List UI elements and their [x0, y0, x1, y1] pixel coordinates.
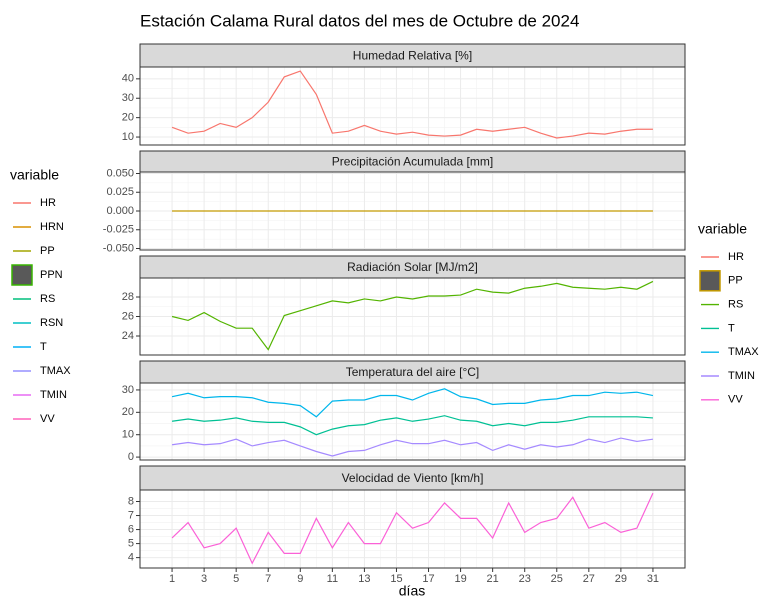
panel-border	[139, 171, 686, 251]
facet-strip	[139, 465, 686, 491]
y-tick-label: 40	[122, 73, 134, 85]
y-tick-label: 6	[128, 523, 134, 535]
y-tick-label: 30	[122, 384, 134, 396]
y-tick-label: 0.050	[106, 167, 134, 179]
y-tick-label: 7	[128, 509, 134, 521]
series-line	[171, 388, 654, 418]
y-tick-label: 0	[128, 451, 134, 463]
legend-label: RS	[40, 293, 55, 305]
series-line	[171, 437, 654, 457]
series-line	[171, 415, 653, 436]
facet-title: Precipitación Acumulada [mm]	[332, 155, 493, 169]
x-tick-label: 25	[551, 573, 563, 585]
x-tick-label: 11	[327, 573, 338, 585]
legend-label: TMIN	[40, 389, 67, 401]
y-tick-label: 26	[122, 310, 134, 322]
legend-label: PPN	[40, 269, 63, 281]
y-tick-label: 30	[122, 92, 134, 104]
legend-label: PP	[728, 275, 743, 287]
y-tick-label: 10	[122, 429, 134, 441]
panel-border	[139, 382, 686, 461]
y-tick-label: 4	[128, 552, 134, 564]
series-line	[171, 70, 653, 139]
y-tick-label: 20	[122, 112, 134, 124]
legend-label: VV	[40, 413, 55, 425]
legend-label: PP	[40, 245, 55, 257]
chart-title: Estación Calama Rural datos del mes de O…	[140, 11, 579, 30]
x-tick-label: 13	[358, 573, 370, 585]
x-tick-label: 23	[519, 573, 531, 585]
legend-label: TMAX	[40, 365, 71, 377]
x-tick-label: 1	[169, 573, 175, 585]
panel-border	[139, 489, 686, 569]
y-tick-label: -0.025	[103, 224, 134, 236]
x-tick-label: 17	[422, 573, 434, 585]
legend-label: HR	[728, 251, 744, 263]
legend-key	[699, 270, 721, 292]
legend-key	[11, 264, 33, 286]
legend-label: TMIN	[728, 370, 755, 382]
legend-label: HR	[40, 197, 56, 209]
legend-label: HRN	[40, 221, 64, 233]
facet-title: Humedad Relativa [%]	[353, 49, 472, 63]
panel-border	[139, 66, 686, 146]
x-tick-label: 5	[233, 573, 239, 585]
legend-label: RS	[728, 299, 743, 311]
x-tick-label: 19	[454, 573, 466, 585]
y-tick-label: 5	[128, 537, 134, 549]
facet-title: Radiación Solar [MJ/m2]	[347, 260, 478, 274]
x-tick-label: 9	[297, 573, 303, 585]
x-tick-label: 7	[265, 573, 271, 585]
y-tick-label: 0.000	[106, 205, 134, 217]
panel-border	[139, 277, 686, 356]
series-line	[171, 280, 654, 351]
legend-label: T	[40, 341, 47, 353]
y-tick-label: -0.050	[103, 242, 134, 254]
y-tick-label: 8	[128, 495, 134, 507]
y-tick-label: 24	[122, 330, 134, 342]
y-tick-label: 10	[122, 131, 134, 143]
x-tick-label: 27	[583, 573, 595, 585]
x-tick-label: 21	[487, 573, 499, 585]
series-line	[171, 492, 654, 565]
facet-title: Velocidad de Viento [km/h]	[342, 471, 484, 485]
y-tick-label: 28	[122, 291, 134, 303]
legend-title: variable	[698, 221, 747, 237]
y-tick-label: 0.025	[106, 186, 134, 198]
legend-label: TMAX	[728, 346, 759, 358]
x-tick-label: 3	[201, 573, 207, 585]
facet-title: Temperatura del aire [°C]	[346, 365, 480, 379]
x-tick-label: 15	[390, 573, 402, 585]
legend-label: VV	[728, 394, 743, 406]
x-tick-label: 29	[615, 573, 627, 585]
y-tick-label: 20	[122, 406, 134, 418]
legend-title: variable	[10, 167, 59, 183]
legend-label: T	[728, 322, 735, 334]
x-tick-label: 31	[647, 573, 659, 585]
x-axis-label: días	[399, 583, 425, 599]
legend-label: RSN	[40, 317, 63, 329]
